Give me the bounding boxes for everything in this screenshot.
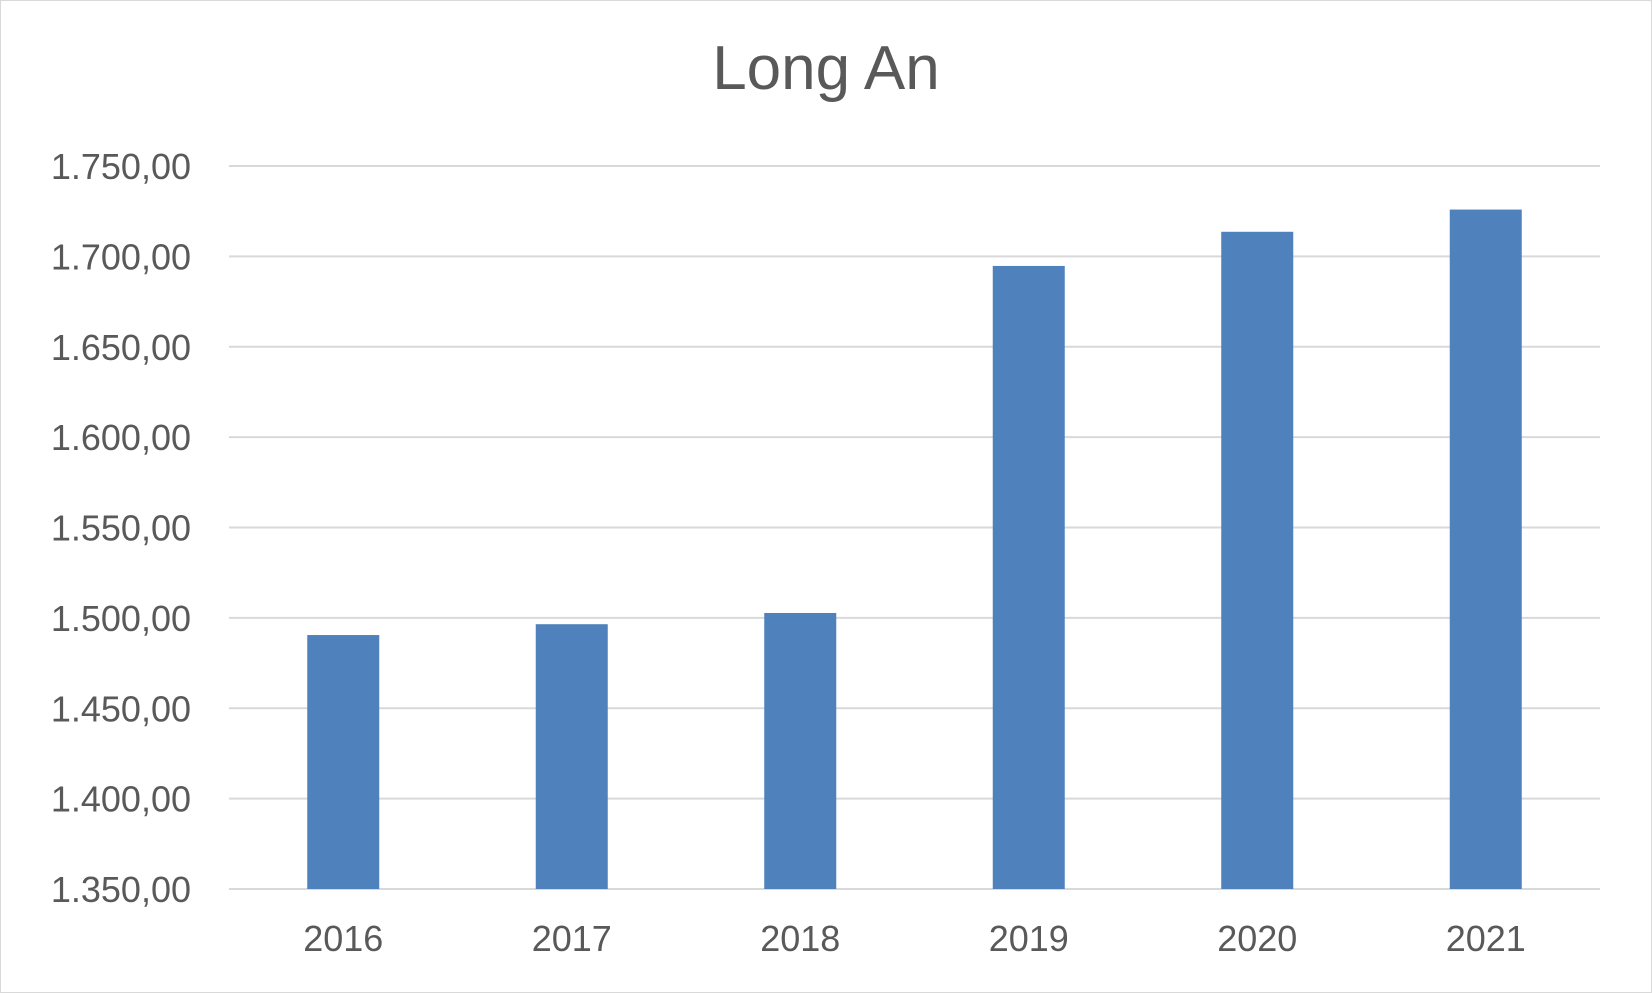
chart-title: Long An bbox=[712, 34, 940, 103]
x-tick-label: 2021 bbox=[1446, 918, 1526, 959]
x-tick-label: 2017 bbox=[532, 918, 612, 959]
x-tick-label: 2018 bbox=[760, 918, 840, 959]
y-tick-label: 1.650,00 bbox=[51, 327, 191, 368]
y-tick-label: 1.500,00 bbox=[51, 598, 191, 639]
bar-2016 bbox=[307, 635, 380, 889]
bar-2018 bbox=[764, 612, 837, 889]
y-tick-label: 1.400,00 bbox=[51, 779, 191, 820]
bar-2020 bbox=[1221, 231, 1294, 890]
grid-lines bbox=[229, 165, 1600, 890]
y-tick-label: 1.700,00 bbox=[51, 236, 191, 277]
bars bbox=[307, 209, 1522, 890]
bar-2021 bbox=[1449, 209, 1522, 890]
bar-2017 bbox=[535, 624, 608, 889]
y-axis-tick-labels: 1.350,00 1.400,00 1.450,00 1.500,00 1.550,00… bbox=[51, 146, 191, 910]
y-tick-label: 1.450,00 bbox=[51, 688, 191, 729]
x-tick-label: 2016 bbox=[303, 918, 383, 959]
x-tick-label: 2019 bbox=[989, 918, 1069, 959]
y-tick-label: 1.600,00 bbox=[51, 417, 191, 458]
y-tick-label: 1.550,00 bbox=[51, 508, 191, 549]
y-tick-label: 1.750,00 bbox=[51, 146, 191, 187]
y-tick-label: 1.350,00 bbox=[51, 869, 191, 910]
x-axis-tick-labels: 2016 2017 2018 2019 2020 2021 bbox=[303, 918, 1526, 959]
bar-2019 bbox=[992, 265, 1065, 890]
x-tick-label: 2020 bbox=[1217, 918, 1297, 959]
